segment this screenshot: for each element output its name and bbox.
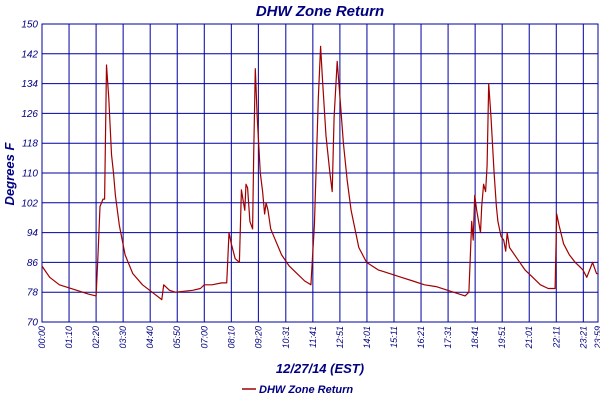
x-tick-label: 05:50 <box>172 326 182 349</box>
x-tick-label: 14:01 <box>362 326 372 349</box>
x-tick-label: 17:31 <box>443 326 453 349</box>
x-tick-label: 08:10 <box>226 326 236 349</box>
x-tick-label: 00:00 <box>37 326 47 349</box>
y-tick-label: 150 <box>21 20 38 31</box>
x-tick-label: 19:51 <box>497 326 507 349</box>
y-tick-label: 142 <box>21 49 38 60</box>
grid <box>41 23 599 323</box>
x-tick-label: 23:21 <box>578 326 588 350</box>
y-tick-labels: 70 78 86 94 102 110 118 126 134 142 150 <box>21 20 38 329</box>
y-axis-label: Degrees F <box>2 142 17 206</box>
x-tick-labels: 00:00 01:10 02:20 03:30 04:40 05:50 07:00 08:10… <box>37 326 600 350</box>
x-tick-label: 18:41 <box>470 326 480 349</box>
x-tick-label: 11:41 <box>308 326 318 348</box>
x-tick-label: 22:11 <box>551 326 561 349</box>
x-tick-label: 16:21 <box>416 326 426 349</box>
x-tick-label: 09:20 <box>253 326 263 349</box>
series-layer <box>41 45 598 301</box>
y-tick-label: 70 <box>27 318 39 329</box>
y-tick-label: 94 <box>27 228 39 239</box>
x-tick-label: 12:51 <box>335 326 345 349</box>
series-line <box>41 45 598 301</box>
y-tick-label: 126 <box>21 109 38 120</box>
x-tick-label: 02:20 <box>91 326 101 349</box>
y-tick-label: 134 <box>21 79 38 90</box>
x-tick-label: 07:00 <box>199 326 209 349</box>
x-tick-label: 21:01 <box>524 326 534 350</box>
y-tick-label: 86 <box>27 258 39 269</box>
x-axis-label: 12/27/14 (EST) <box>276 361 364 376</box>
x-tick-label: 03:30 <box>118 326 128 349</box>
chart-title: DHW Zone Return <box>256 3 384 20</box>
x-tick-label: 23:59 <box>593 326 600 350</box>
x-tick-label: 15:11 <box>389 326 399 348</box>
legend-label: DHW Zone Return <box>259 384 353 396</box>
y-tick-label: 78 <box>27 288 39 299</box>
y-tick-label: 110 <box>22 169 38 180</box>
x-tick-label: 01:10 <box>64 326 74 349</box>
x-tick-label: 04:40 <box>145 326 155 349</box>
y-tick-label: 118 <box>22 139 38 150</box>
plot-frame <box>41 23 599 323</box>
y-tick-label: 102 <box>21 198 38 209</box>
legend: DHW Zone Return <box>242 384 353 396</box>
x-tick-label: 10:31 <box>281 326 291 349</box>
